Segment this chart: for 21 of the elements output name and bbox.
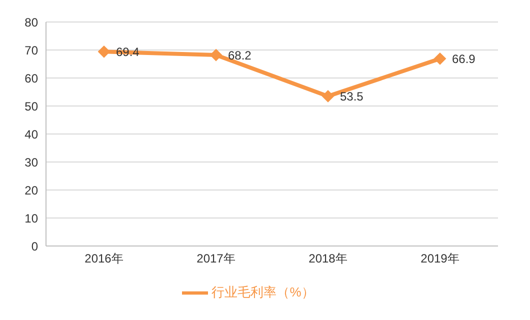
y-tick-label: 50 xyxy=(24,99,38,114)
y-tick-label: 0 xyxy=(31,239,38,254)
y-tick-label: 10 xyxy=(24,211,38,226)
point xyxy=(98,46,110,58)
x-tick-label: 2016年 xyxy=(84,252,124,266)
x-tick-label: 2019年 xyxy=(420,252,460,266)
x-tick-label: 2018年 xyxy=(308,252,348,266)
x-tick-label: 2017年 xyxy=(196,252,236,266)
legend-label: 行业毛利率（%） xyxy=(212,284,314,300)
point xyxy=(210,49,222,62)
data-label: 53.5 xyxy=(340,89,364,104)
y-tick-label: 20 xyxy=(24,183,38,198)
point xyxy=(322,90,334,102)
y-tick-label: 70 xyxy=(24,43,38,58)
point xyxy=(434,52,446,65)
y-tick-label: 30 xyxy=(24,155,38,170)
y-tick-label: 60 xyxy=(24,71,38,86)
y-tick-label: 80 xyxy=(24,15,38,30)
data-label: 68.2 xyxy=(228,48,252,62)
data-label: 66.9 xyxy=(452,52,476,66)
y-tick-label: 40 xyxy=(24,127,38,142)
